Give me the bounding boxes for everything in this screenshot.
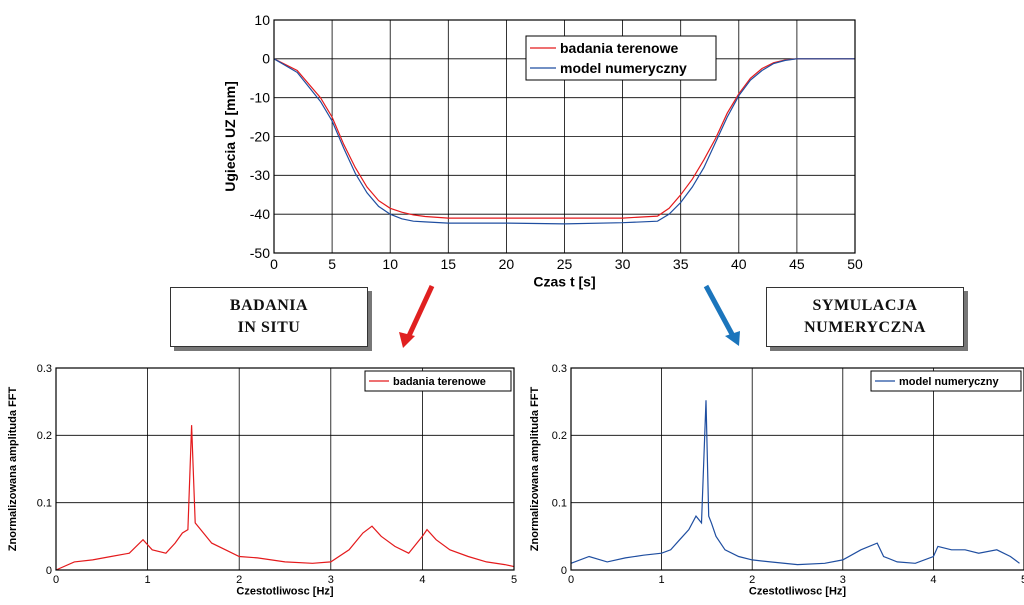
y-tick-label: 0 — [262, 51, 270, 67]
y-tick-label: -40 — [250, 206, 270, 222]
legend-label: model numeryczny — [899, 376, 1000, 388]
y-tick-label: -30 — [250, 167, 270, 183]
y-tick-label: 10 — [254, 12, 270, 28]
legend-label: badania terenowe — [393, 376, 486, 388]
x-tick-label: 10 — [382, 256, 398, 272]
x-tick-label: 15 — [441, 256, 457, 272]
x-tick-label: 40 — [731, 256, 747, 272]
chart-displacement: 0 5 10 15 20 25 30 35 40 45 50 10 0 -10 -20 -30 -40 -50 Cz… — [222, 12, 863, 290]
series-line-a — [570, 400, 1020, 566]
y-tick-label: -50 — [250, 245, 270, 261]
x-axis-label: Czas t [s] — [533, 274, 595, 290]
chart-fft-field: 0 1 2 3 4 5 0.3 0.2 0.1 0 Czestotliwosc [Hz] Znorma… — [7, 363, 517, 598]
legend-label: badania terenowe — [560, 40, 678, 56]
x-tick-label: 0 — [270, 256, 278, 272]
arrow-red-shaft — [405, 284, 435, 340]
x-tick-label: 30 — [615, 256, 631, 272]
y-tick-label: 0 — [561, 565, 567, 577]
arrow-red-head — [399, 332, 415, 348]
y-axis-label: Ugiecia UZ [mm] — [222, 81, 238, 191]
x-tick-label: 4 — [419, 574, 425, 586]
x-tick-label: 3 — [328, 574, 334, 586]
x-axis-label: Czestotliwosc [Hz] — [749, 585, 847, 597]
series-line-b — [273, 58, 855, 225]
legend-box — [870, 370, 1022, 392]
y-tick-label: 0.1 — [37, 498, 52, 510]
x-tick-label: 2 — [749, 574, 755, 586]
series-line-a — [273, 58, 855, 219]
y-tick-label: 0.3 — [37, 363, 52, 375]
callout-badania-in-situ: BADANIA IN SITU — [170, 287, 368, 347]
callout-right-line-1: SYMULACJA — [812, 297, 918, 314]
x-tick-label: 2 — [236, 574, 242, 586]
x-axis-label: Czestotliwosc [Hz] — [236, 585, 334, 597]
arrow-blue-shaft — [703, 284, 736, 338]
x-tick-label: 50 — [847, 256, 863, 272]
y-tick-label: -20 — [250, 128, 270, 144]
x-tick-label: 4 — [930, 574, 936, 586]
arrow-blue-head — [725, 331, 740, 346]
y-tick-label: 0 — [46, 565, 52, 577]
x-tick-label: 5 — [1021, 574, 1024, 586]
y-tick-label: 0.2 — [552, 430, 567, 442]
y-tick-label: 0.2 — [37, 430, 52, 442]
x-tick-label: 0 — [53, 574, 59, 586]
callout-left-line-2: IN SITU — [237, 319, 301, 336]
legend-box — [364, 370, 512, 392]
x-tick-label: 5 — [511, 574, 517, 586]
series-line-a — [55, 425, 515, 571]
x-tick-label: 25 — [557, 256, 573, 272]
axes-frame — [55, 367, 515, 571]
x-tick-label: 1 — [145, 574, 151, 586]
x-tick-label: 35 — [673, 256, 689, 272]
legend-box — [525, 35, 717, 81]
y-axis-label: Znormalizowana amplituda FFT — [7, 387, 19, 552]
chart-fft-model: 0 1 2 3 4 5 0.3 0.2 0.1 0 Czestotliwosc [Hz] Znorma… — [529, 363, 1024, 597]
arrows — [399, 284, 740, 348]
legend-label: model numeryczny — [560, 60, 687, 76]
y-axis-label: Znormalizowana amplituda FFT — [529, 387, 541, 552]
axes-frame — [273, 19, 856, 254]
y-tick-label: 0.3 — [552, 363, 567, 375]
y-tick-label: -10 — [250, 90, 270, 106]
y-tick-label: 0.1 — [552, 498, 567, 510]
axes-frame — [570, 367, 1024, 571]
callout-left-line-1: BADANIA — [229, 297, 309, 314]
x-tick-label: 20 — [499, 256, 515, 272]
callout-right-line-2: NUMERYCZNA — [804, 319, 926, 336]
x-tick-label: 5 — [328, 256, 336, 272]
x-tick-label: 45 — [789, 256, 805, 272]
x-tick-label: 0 — [568, 574, 574, 586]
x-tick-label: 1 — [659, 574, 665, 586]
callout-symulacja-numeryczna: SYMULACJA NUMERYCZNA — [766, 287, 964, 347]
x-tick-label: 3 — [840, 574, 846, 586]
